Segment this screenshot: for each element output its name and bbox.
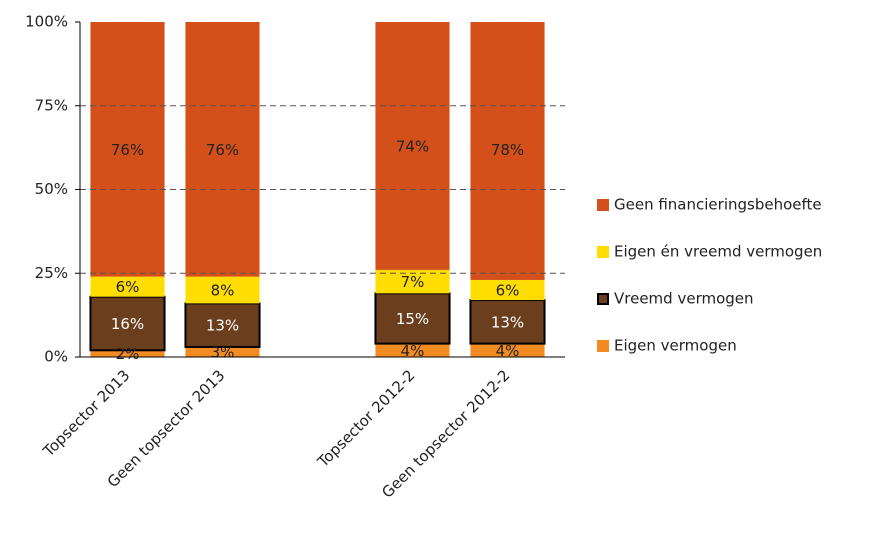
bar-segment bbox=[375, 22, 450, 270]
bar-segment bbox=[185, 346, 260, 357]
legend-label: Eigen vermogen bbox=[614, 337, 737, 355]
bar-segment bbox=[90, 22, 165, 277]
bar-segment bbox=[90, 276, 165, 297]
data-label: 76% bbox=[111, 141, 144, 159]
bar-segment bbox=[469, 299, 546, 345]
y-tick-label: 25% bbox=[35, 264, 68, 282]
bar-segment bbox=[374, 292, 451, 345]
x-tick-label: Topsector 2012-2 bbox=[313, 366, 418, 471]
legend-swatch bbox=[597, 293, 609, 305]
legend-label: Vreemd vermogen bbox=[614, 290, 754, 308]
y-tick-label: 0% bbox=[44, 348, 68, 366]
legend-label: Geen financieringsbehoefte bbox=[614, 196, 822, 214]
bar-segment bbox=[375, 269, 450, 294]
data-label: 6% bbox=[116, 278, 140, 296]
bar-segment bbox=[375, 343, 450, 357]
data-label: 13% bbox=[491, 313, 524, 331]
legend-label: Eigen én vreemd vermogen bbox=[614, 243, 822, 261]
data-label: 4% bbox=[401, 342, 425, 360]
y-tick-label: 75% bbox=[35, 96, 68, 114]
bar-segment bbox=[470, 343, 545, 357]
data-label: 7% bbox=[401, 273, 425, 291]
bar-segment bbox=[90, 350, 165, 357]
bar-segment bbox=[185, 276, 260, 304]
bar-segment bbox=[470, 22, 545, 280]
data-label: 15% bbox=[396, 310, 429, 328]
data-label: 76% bbox=[206, 141, 239, 159]
y-tick-label: 100% bbox=[25, 13, 68, 31]
data-label: 3% bbox=[211, 343, 235, 361]
data-label: 13% bbox=[206, 317, 239, 335]
bar-segment bbox=[89, 295, 166, 352]
bar-segment bbox=[185, 22, 260, 277]
bar-segment bbox=[470, 279, 545, 301]
data-label: 74% bbox=[396, 137, 429, 155]
data-label: 2% bbox=[116, 345, 140, 363]
plot-area bbox=[89, 22, 546, 357]
data-label: 8% bbox=[211, 282, 235, 300]
data-label: 4% bbox=[496, 342, 520, 360]
data-label: 78% bbox=[491, 141, 524, 159]
data-label: 16% bbox=[111, 315, 144, 333]
legend-swatch bbox=[597, 340, 609, 352]
legend-swatch bbox=[597, 199, 609, 211]
data-label: 6% bbox=[496, 282, 520, 300]
legend-swatch bbox=[597, 246, 609, 258]
y-tick-label: 50% bbox=[35, 180, 68, 198]
x-tick-label: Topsector 2013 bbox=[39, 366, 134, 461]
